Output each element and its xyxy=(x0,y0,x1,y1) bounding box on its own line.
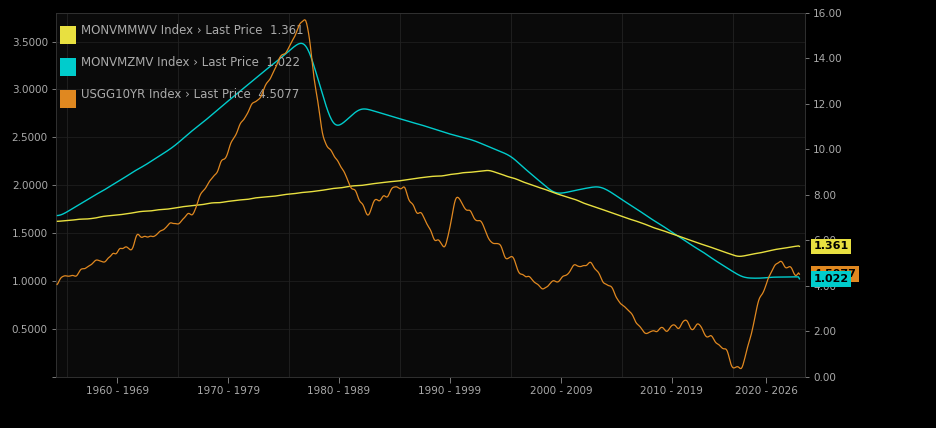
FancyBboxPatch shape xyxy=(60,26,77,44)
Text: 4.5077: 4.5077 xyxy=(813,269,856,279)
Text: MONVMMWV Index › Last Price  1.361: MONVMMWV Index › Last Price 1.361 xyxy=(80,24,303,37)
Text: 1.022: 1.022 xyxy=(813,274,848,284)
FancyBboxPatch shape xyxy=(60,90,77,108)
Text: MONVMZMV Index › Last Price  1.022: MONVMZMV Index › Last Price 1.022 xyxy=(80,56,300,69)
FancyBboxPatch shape xyxy=(60,58,77,76)
Text: 1.361: 1.361 xyxy=(813,241,849,251)
Text: USGG10YR Index › Last Price  4.5077: USGG10YR Index › Last Price 4.5077 xyxy=(80,88,300,101)
